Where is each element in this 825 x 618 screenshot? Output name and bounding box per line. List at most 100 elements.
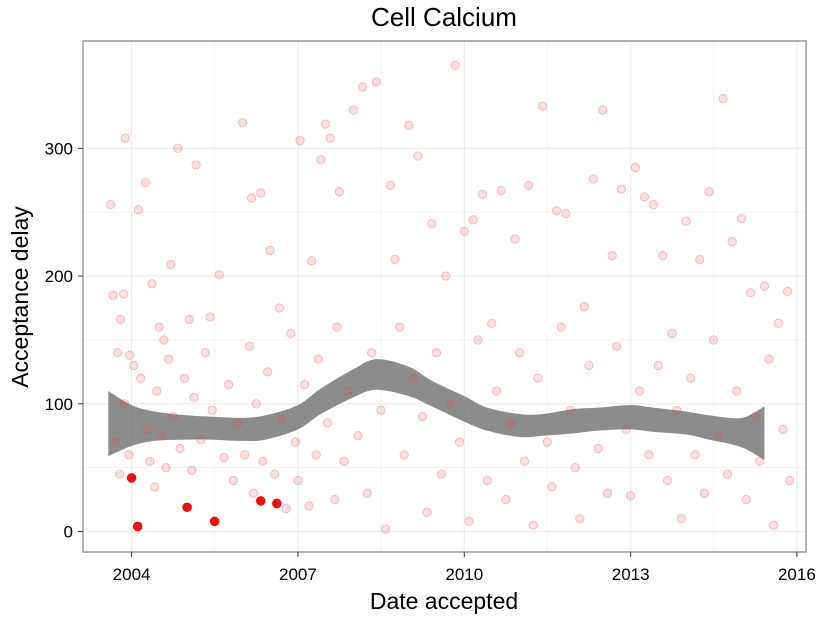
data-point (704, 187, 714, 197)
data-point (579, 302, 589, 312)
data-point (339, 456, 349, 466)
data-point (662, 475, 673, 486)
data-point (630, 162, 640, 173)
data-point (718, 93, 728, 104)
data-point (755, 456, 765, 466)
data-point (115, 469, 125, 479)
data-point (764, 354, 774, 364)
data-point (265, 245, 275, 256)
data-point (528, 520, 538, 530)
data-point (676, 514, 686, 524)
data-point (455, 437, 465, 447)
chart-title: Cell Calcium (371, 2, 517, 32)
data-point (113, 348, 123, 358)
data-point (778, 424, 788, 434)
data-point (491, 386, 502, 396)
data-point (713, 431, 723, 441)
data-point (304, 501, 314, 511)
data-point (445, 399, 455, 409)
data-point (542, 437, 552, 447)
smooth-confidence-band (108, 359, 765, 460)
data-point (464, 516, 474, 526)
highlighted-point (132, 521, 143, 532)
data-point (635, 386, 645, 396)
data-point (621, 424, 631, 434)
data-point (561, 208, 571, 219)
data-point (399, 450, 409, 460)
x-tick-label: 2013 (612, 565, 650, 584)
data-point (290, 437, 300, 447)
data-point (487, 318, 497, 328)
data-point (325, 133, 335, 143)
data-point (510, 234, 520, 244)
highlighted-point (182, 502, 192, 513)
data-point (147, 279, 157, 289)
data-point (219, 452, 229, 463)
data-point (667, 328, 677, 339)
data-point (658, 251, 668, 261)
data-point (473, 335, 483, 345)
data-point (422, 507, 432, 517)
data-point (125, 350, 135, 360)
data-point (496, 185, 506, 196)
data-point (129, 360, 139, 371)
data-point (156, 431, 166, 441)
data-point (653, 360, 663, 371)
data-point (413, 151, 423, 161)
data-point (205, 312, 215, 322)
data-point (159, 335, 169, 345)
data-point (140, 178, 150, 188)
data-point (681, 216, 691, 226)
data-point (699, 488, 709, 498)
data-point (110, 437, 120, 447)
data-point (515, 348, 525, 358)
data-point (353, 431, 363, 441)
data-point (357, 82, 368, 92)
data-point (501, 495, 511, 505)
data-point (251, 399, 261, 409)
data-point (293, 475, 303, 486)
data-point (119, 289, 129, 299)
data-point (258, 456, 268, 466)
data-point (105, 199, 116, 210)
data-point (173, 143, 183, 153)
data-point (184, 314, 194, 325)
data-point (538, 101, 548, 111)
y-tick-label: 0 (64, 523, 73, 542)
data-point (120, 133, 130, 143)
data-point (233, 418, 243, 428)
plot-frame (82, 40, 807, 553)
data-point (244, 341, 254, 351)
data-point (228, 475, 238, 486)
x-tick-label: 2010 (445, 565, 483, 584)
data-point (556, 322, 566, 332)
data-point (371, 77, 382, 87)
data-point (404, 120, 414, 130)
data-point (441, 271, 451, 281)
data-point (332, 322, 342, 332)
x-axis-title: Date accepted (370, 588, 518, 614)
data-point (602, 488, 613, 498)
data-point (334, 187, 344, 197)
data-point (344, 386, 354, 396)
data-point (256, 188, 266, 198)
data-point (166, 259, 176, 270)
data-point (417, 411, 428, 422)
data-point (124, 450, 134, 460)
data-point (565, 405, 576, 415)
data-point (223, 380, 234, 390)
data-point (316, 155, 326, 165)
data-point (769, 520, 779, 530)
data-point (281, 503, 291, 514)
highlighted-point (272, 498, 282, 509)
data-point (732, 386, 742, 396)
y-tick-label: 200 (45, 267, 73, 286)
data-point (286, 328, 296, 339)
data-point (330, 495, 340, 505)
data-point (262, 367, 273, 377)
data-point (115, 314, 126, 325)
data-point (142, 424, 153, 434)
data-point (450, 60, 460, 70)
data-point (154, 322, 164, 332)
